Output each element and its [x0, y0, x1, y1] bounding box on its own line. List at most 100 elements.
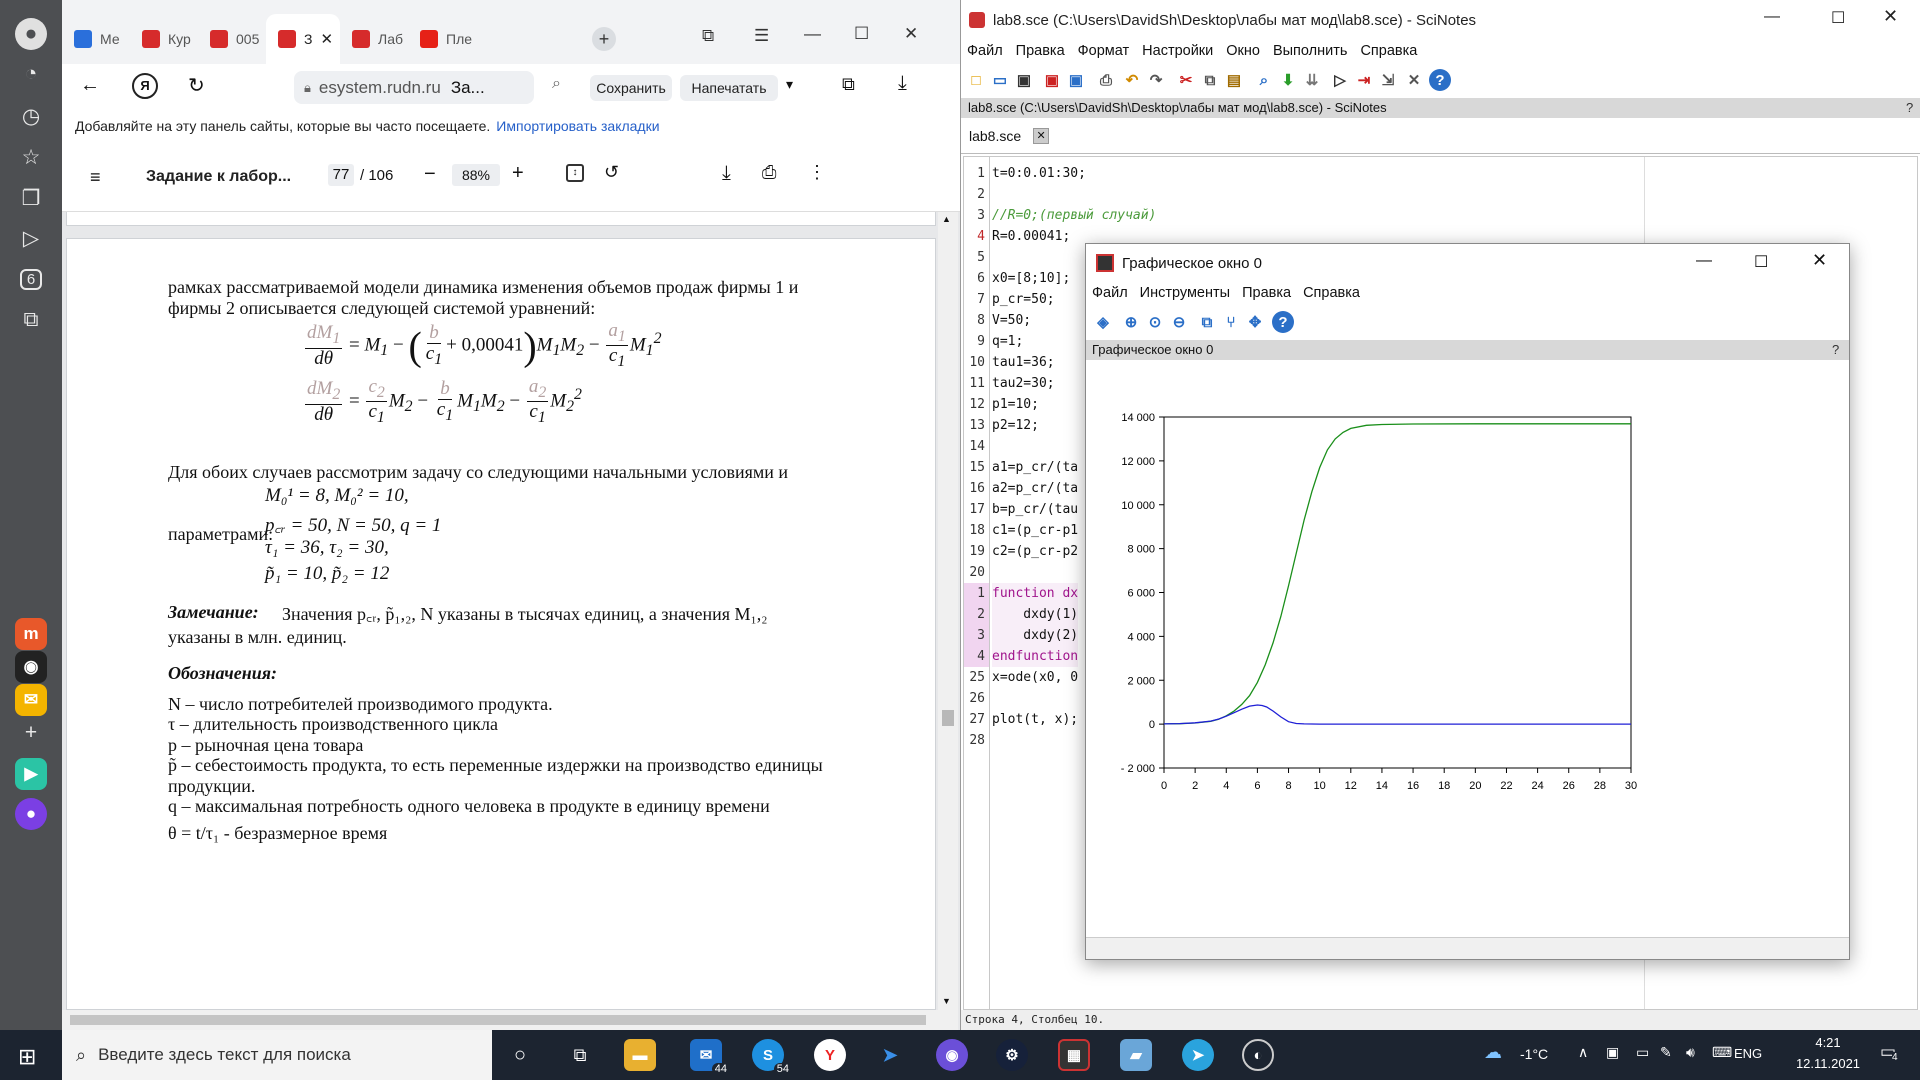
minimize-icon[interactable]: —	[1764, 8, 1780, 25]
battery-icon[interactable]: ▭	[1636, 1044, 1650, 1060]
menu-window[interactable]: Окно	[1226, 43, 1260, 59]
app-messenger-icon[interactable]: ▶	[15, 758, 47, 790]
mail-app-icon[interactable]: ✉ 44	[690, 1039, 730, 1075]
help-icon[interactable]: ?	[1429, 69, 1451, 91]
clock-time[interactable]: 4:21	[1815, 1035, 1841, 1050]
datatip-manager-icon[interactable]: ⑂	[1226, 313, 1236, 331]
save-icon[interactable]: ▣	[1044, 72, 1060, 89]
load-into-scilab-icon[interactable]: ⬇	[1281, 72, 1295, 89]
open-recent-icon[interactable]: ▣	[1016, 72, 1032, 89]
temperature[interactable]: -1°C	[1520, 1046, 1549, 1062]
close-window-icon[interactable]: ✕	[1883, 6, 1899, 26]
menu-edit[interactable]: Правка	[1015, 43, 1065, 59]
bookmark-tabs-icon[interactable]: ⧉	[702, 26, 715, 45]
save-button[interactable]: Сохранить	[590, 75, 672, 101]
import-bookmarks-link[interactable]: Импортировать закладки	[496, 118, 660, 134]
volume-icon[interactable]: 🔊︎	[1686, 1044, 1695, 1060]
cut-icon[interactable]: ✂	[1179, 72, 1193, 89]
telegram-icon[interactable]: ➤	[1182, 1039, 1214, 1071]
bell-icon[interactable]: ◔	[24, 62, 38, 85]
search-replace-icon[interactable]: ⌕	[1259, 71, 1269, 89]
chevron-up-icon[interactable]: ∧	[1578, 1044, 1589, 1060]
app-music-icon[interactable]: ◉	[15, 651, 47, 683]
zoom-in-icon[interactable]: +	[512, 162, 524, 184]
yandex-logo-icon[interactable]: Я	[132, 73, 158, 99]
open-file-icon[interactable]: ▭	[992, 72, 1008, 89]
reload-icon[interactable]: ↻	[188, 75, 205, 97]
discord-icon[interactable]: ◉	[936, 1039, 968, 1071]
back-arrow-icon[interactable]: ←	[80, 74, 100, 96]
tab-4-active[interactable]: З ✕	[266, 14, 340, 64]
new-tab-button[interactable]: +	[592, 27, 616, 51]
save-as-icon[interactable]: ▣	[1068, 72, 1084, 89]
clock-date[interactable]: 12.11.2021	[1795, 1056, 1861, 1071]
tab-1[interactable]: Ме	[62, 14, 130, 64]
menu-file[interactable]: Файл	[967, 43, 1003, 59]
editor-tab[interactable]: lab8.sce ✕	[965, 123, 1053, 149]
star-icon[interactable]: ☆	[21, 145, 41, 169]
minimize-icon[interactable]: —	[804, 24, 821, 43]
tab-6[interactable]: Пле	[408, 14, 476, 64]
download-icon[interactable]: ⤓	[898, 72, 907, 94]
yandex-browser-icon[interactable]: Y	[814, 1039, 846, 1071]
file-explorer-icon[interactable]: ▬	[624, 1039, 656, 1071]
fit-page-icon[interactable]: ↕	[566, 164, 584, 182]
taskbar-search[interactable]: ⌕ Введите здесь текст для поиска	[62, 1030, 492, 1080]
collections-icon[interactable]: ❐	[21, 186, 41, 210]
tab-5[interactable]: Лаб	[340, 14, 408, 64]
screenshot-icon[interactable]: ⧉	[23, 308, 39, 331]
search-icon[interactable]: ⌕	[552, 75, 561, 92]
maximize-icon[interactable]: ☐	[1831, 10, 1846, 27]
run-until-caret-icon[interactable]: ⇲	[1381, 72, 1395, 89]
undo-icon[interactable]: ↶	[1125, 72, 1139, 89]
redo-icon[interactable]: ↷	[1149, 72, 1163, 89]
minimize-icon[interactable]: —	[1696, 252, 1712, 269]
network-icon[interactable]: ▣	[1606, 1044, 1620, 1060]
chevron-down-icon[interactable]: ▾	[786, 76, 794, 92]
windows-start-icon[interactable]: ⊞	[18, 1044, 37, 1069]
vertical-scrollbar[interactable]: ▲ ▼	[938, 212, 958, 1010]
unzoom-icon[interactable]: ⊖	[1172, 314, 1186, 331]
pan-icon[interactable]: ✥	[1248, 314, 1262, 331]
scroll-up-icon[interactable]: ▲	[942, 214, 951, 224]
alice-icon[interactable]: ●	[15, 798, 47, 830]
menu-icon[interactable]: ☰	[754, 26, 770, 45]
app-mail-ru-icon[interactable]: m	[15, 618, 47, 650]
task-view-icon[interactable]: ⧉	[573, 1044, 587, 1065]
extensions-icon[interactable]: ⧉	[842, 74, 855, 94]
tab-2[interactable]: Кур	[130, 14, 198, 64]
history-icon[interactable]: ◷	[21, 104, 41, 128]
remote-desktop-icon[interactable]: ➤	[882, 1044, 898, 1065]
app-gmail-icon[interactable]: ✉	[15, 684, 47, 716]
menu-help[interactable]: Справка	[1360, 43, 1418, 59]
pdf-print-icon[interactable]: ⎙	[762, 162, 777, 182]
rotate-icon[interactable]: ↺	[604, 162, 620, 182]
pdf-menu-icon[interactable]: ≡	[90, 167, 101, 187]
page-number-input[interactable]: 77	[328, 164, 354, 186]
add-app-icon[interactable]: +	[24, 721, 38, 744]
obs-icon[interactable]: ◐	[1242, 1039, 1274, 1071]
cortana-icon[interactable]: ○	[513, 1043, 527, 1066]
pdf-download-icon[interactable]: ⤓	[722, 162, 731, 184]
run-with-echo-icon[interactable]: ⇥	[1357, 72, 1371, 89]
close-window-icon[interactable]: ✕	[904, 24, 919, 43]
execute-file-icon[interactable]: ⇊	[1305, 72, 1319, 89]
language-indicator[interactable]: ENG	[1734, 1046, 1763, 1061]
more-options-icon[interactable]: ⋮	[808, 162, 826, 182]
plot-canvas[interactable]: 0 2 4 6 8 10 12 14 16 18 20 22 24 26 28 30- 2 000 0 2 000…	[1086, 360, 1849, 937]
close-window-icon[interactable]: ✕	[1812, 250, 1828, 270]
close-tab-icon[interactable]: ✕	[1033, 128, 1050, 144]
code-area[interactable]: t=0:0.01:30; //R=0;(первый случай) R=0.0…	[992, 157, 1912, 1009]
pen-icon[interactable]: ✎	[1660, 1044, 1672, 1060]
datatip-icon[interactable]: ◈	[1097, 314, 1109, 331]
scroll-down-icon[interactable]: ▼	[942, 996, 951, 1006]
hscrollbar-thumb[interactable]	[70, 1015, 926, 1025]
maximize-icon[interactable]: ☐	[1754, 254, 1769, 271]
scilab-taskbar-icon[interactable]: ▦	[1058, 1039, 1090, 1071]
new-file-icon[interactable]: □	[971, 71, 981, 89]
help-question-icon[interactable]: ?	[1906, 100, 1914, 115]
zoom-reset-icon[interactable]: ⊙	[1148, 314, 1162, 331]
steam-icon[interactable]: ⚙	[996, 1039, 1028, 1071]
horizontal-scrollbar[interactable]	[62, 1010, 958, 1030]
video-play-icon[interactable]: ▷	[22, 226, 40, 250]
